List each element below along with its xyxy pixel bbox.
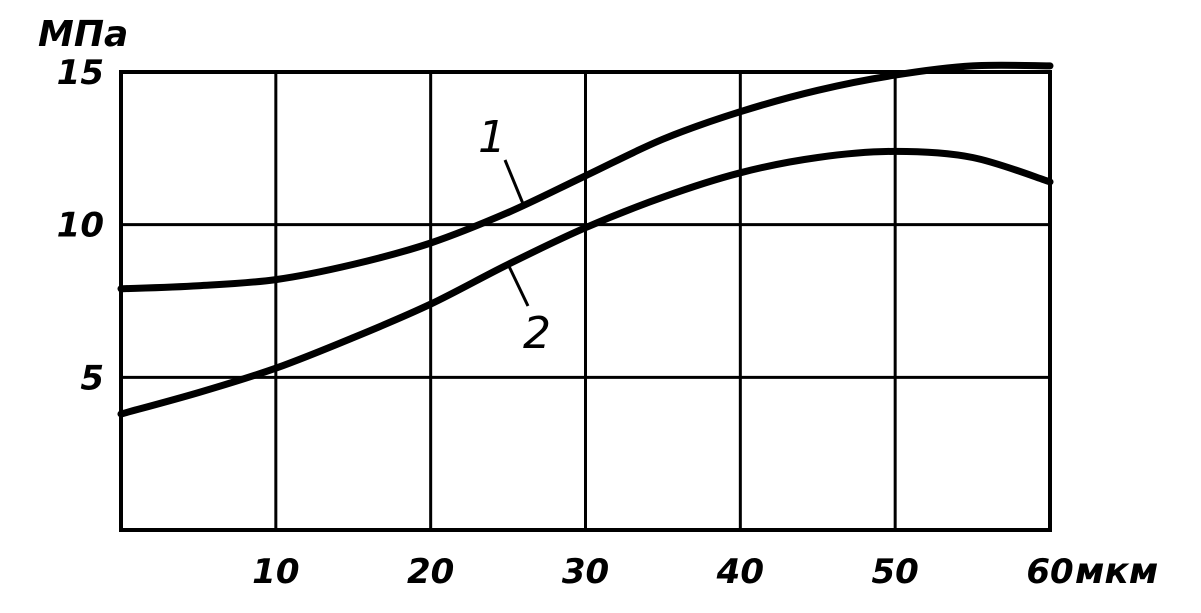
x-tick-label: 50 bbox=[872, 552, 919, 592]
x-axis-label: мкм bbox=[1075, 551, 1158, 592]
x-tick-label: 30 bbox=[562, 552, 609, 592]
y-tick-label: 15 bbox=[57, 53, 104, 93]
series-label: 2 bbox=[523, 308, 551, 359]
x-tick-label: 60 bbox=[1026, 552, 1073, 592]
series-leader-line bbox=[506, 263, 530, 307]
y-axis-label: МПа bbox=[38, 14, 128, 55]
y-tick-label: 10 bbox=[57, 206, 104, 246]
series-line-2 bbox=[117, 147, 1054, 418]
series-label: 1 bbox=[478, 112, 506, 163]
y-tick-label: 5 bbox=[80, 358, 104, 398]
label-layer: 10 20 30 40 50 60 5 10 15 1 2 bbox=[57, 53, 1074, 592]
x-tick-label: 20 bbox=[407, 552, 454, 592]
x-tick-label: 10 bbox=[252, 552, 299, 592]
grid bbox=[119, 70, 1052, 532]
series-leader-line bbox=[503, 159, 525, 206]
x-tick-label: 40 bbox=[716, 552, 764, 592]
series-line-1 bbox=[117, 61, 1054, 293]
series-layer bbox=[117, 61, 1054, 418]
